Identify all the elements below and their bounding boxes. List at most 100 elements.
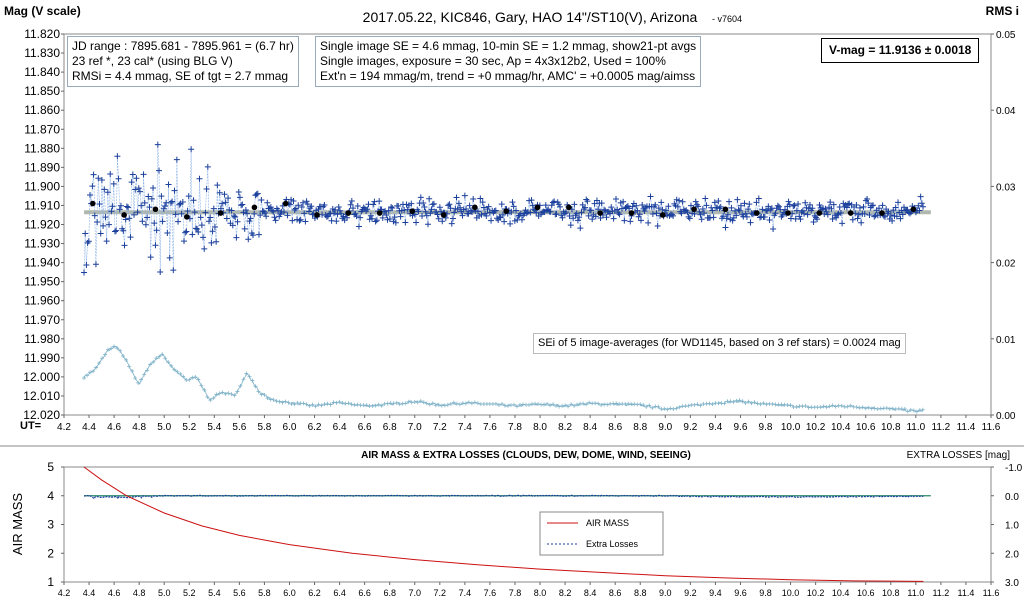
rms-point xyxy=(560,403,565,408)
single-image-point xyxy=(695,203,702,210)
rms-point xyxy=(536,402,541,407)
average-point xyxy=(910,206,917,213)
single-image-point xyxy=(121,242,128,249)
rms-point xyxy=(214,392,219,397)
rms-point xyxy=(890,406,895,411)
rms-point xyxy=(238,383,243,388)
single-image-point xyxy=(746,201,753,208)
single-image-point xyxy=(726,198,733,205)
x-tick-label: 7.0 xyxy=(408,422,422,433)
single-image-point xyxy=(710,214,717,221)
rms-point xyxy=(743,400,748,405)
single-image-point xyxy=(761,213,768,220)
single-image-point xyxy=(232,213,239,220)
airmass-x-tick-label: 5.4 xyxy=(208,588,221,598)
rms-point xyxy=(542,402,547,407)
single-image-point xyxy=(834,211,841,218)
rms-point xyxy=(803,403,808,408)
rms-point xyxy=(118,348,123,353)
x-tick-label: 5.8 xyxy=(257,422,271,433)
rms-point xyxy=(331,400,336,405)
airmass-x-tick-label: 8.0 xyxy=(534,588,547,598)
y-tick-labels: 11.820 11.830 11.840 11.850 11.860 11.870 11.8… xyxy=(23,27,64,422)
single-image-point xyxy=(159,218,166,225)
average-point xyxy=(566,204,572,211)
y-tick-label: 11.840 xyxy=(24,65,60,79)
average-point xyxy=(409,208,416,214)
single-image-point xyxy=(104,189,111,196)
single-image-point xyxy=(164,230,171,237)
x-tick-label: 11.6 xyxy=(982,422,1001,433)
rms-point xyxy=(274,399,279,404)
rms-point xyxy=(328,402,333,407)
rms-point xyxy=(130,368,135,373)
single-image-point xyxy=(469,208,476,215)
single-image-point xyxy=(426,195,433,202)
single-image-point xyxy=(264,199,271,206)
right-tick-label: 0.03 xyxy=(996,182,1016,193)
single-image-point xyxy=(198,222,205,229)
single-image-point xyxy=(321,202,328,209)
single-image-point xyxy=(82,230,89,237)
single-image-point xyxy=(289,217,296,224)
rms-point xyxy=(100,356,105,361)
rms-point xyxy=(821,404,826,409)
single-image-point xyxy=(715,197,722,204)
single-image-point xyxy=(459,212,466,219)
y-tick-label: 11.930 xyxy=(24,237,60,251)
single-image-point xyxy=(916,207,923,214)
single-image-point xyxy=(200,234,207,241)
x-tick-label: 10.6 xyxy=(856,422,876,433)
rms-point xyxy=(190,375,195,380)
single-image-point xyxy=(860,203,867,210)
single-image-point xyxy=(97,230,104,237)
single-image-point xyxy=(108,208,115,215)
single-image-point xyxy=(570,215,577,222)
single-image-point xyxy=(513,207,520,214)
single-image-point xyxy=(636,211,643,218)
single-image-point xyxy=(355,223,362,230)
single-image-point xyxy=(134,209,141,216)
single-image-point xyxy=(136,188,143,195)
airmass-x-tick-label: 7.4 xyxy=(459,588,472,598)
x-tick-label: 5.2 xyxy=(182,422,196,433)
single-image-point xyxy=(498,201,505,208)
single-image-point xyxy=(668,211,675,218)
single-image-point xyxy=(647,193,654,200)
single-image-point xyxy=(621,217,628,224)
average-point xyxy=(879,210,885,216)
single-image-point xyxy=(270,208,277,215)
single-image-point xyxy=(822,205,829,212)
y-tick-label: 11.980 xyxy=(24,332,60,346)
average-point xyxy=(503,208,510,214)
single-image-point xyxy=(465,210,472,217)
single-image-point xyxy=(178,210,185,217)
rms-point xyxy=(445,402,450,407)
airmass-x-tick-label: 7.0 xyxy=(408,588,421,598)
rms-point xyxy=(310,402,315,407)
single-image-point xyxy=(555,201,562,208)
x-tick-labels: 4.2 4.4 4.6 4.8 5.0 5.2 5.4 5.6 5.8 6.0 6.2 6.4 6.6 6… xyxy=(57,415,1001,433)
single-image-point xyxy=(303,198,310,205)
rms-point xyxy=(647,403,652,408)
single-image-point xyxy=(870,202,877,209)
single-image-point xyxy=(98,177,105,184)
single-image-point xyxy=(185,193,192,200)
x-tick-label: 8.4 xyxy=(583,422,597,433)
single-image-point xyxy=(492,207,499,214)
single-image-point xyxy=(717,203,724,210)
single-image-point xyxy=(496,213,503,220)
single-image-point xyxy=(765,203,772,210)
single-image-point xyxy=(304,201,311,208)
single-image-point xyxy=(147,254,154,261)
single-image-point xyxy=(796,213,803,220)
info-single-image-se: Single image SE = 4.6 mmag, 10-min SE = … xyxy=(320,39,697,53)
single-image-point xyxy=(871,213,878,220)
single-image-point xyxy=(692,198,699,205)
y-tick-label: 11.990 xyxy=(24,351,60,365)
extra-losses-tick-labels: -1.0 0.0 1.0 2.0 3.0 xyxy=(991,463,1023,589)
x-tick-label: 7.8 xyxy=(508,422,522,433)
y-tick-label: 11.890 xyxy=(24,160,60,174)
rms-point xyxy=(496,403,501,408)
single-image-point xyxy=(818,206,825,213)
